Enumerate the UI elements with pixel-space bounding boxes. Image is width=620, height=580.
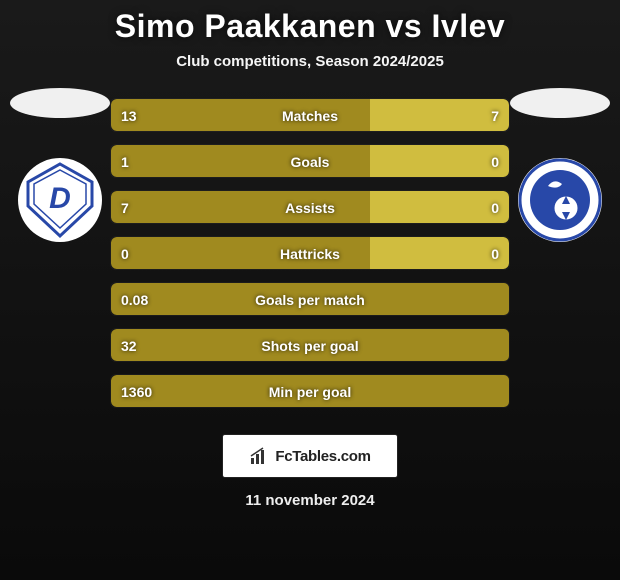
fakel-crest-icon: [518, 158, 602, 242]
stat-value-left: 1360: [121, 375, 152, 408]
stat-label: Min per goal: [111, 375, 509, 408]
stat-row: Assists7 0: [110, 190, 510, 224]
subtitle: Club competitions, Season 2024/2025: [0, 53, 620, 70]
stat-row: Hattricks0 0: [110, 236, 510, 270]
stat-value-right: 0: [491, 145, 499, 178]
stat-value-left: 32: [121, 329, 137, 362]
stat-row: Goals per match0.08: [110, 282, 510, 316]
stat-label: Shots per goal: [111, 329, 509, 362]
stat-value-left: 1: [121, 145, 129, 178]
stat-value-right: 0: [491, 237, 499, 270]
stat-value-left: 13: [121, 99, 137, 132]
stat-label: Matches: [111, 99, 509, 132]
stat-value-right: 7: [491, 99, 499, 132]
fctables-logo[interactable]: FcTables.com: [222, 434, 398, 478]
svg-text:D: D: [49, 182, 71, 215]
comparison-area: D Matches137Goals10Assists70Hattricks00G…: [0, 98, 620, 408]
stat-value-left: 0: [121, 237, 129, 270]
chart-icon: [249, 446, 269, 466]
dynamo-crest-icon: D: [18, 158, 102, 242]
stat-row: Shots per goal32: [110, 328, 510, 362]
stat-value-right: 0: [491, 191, 499, 224]
fctables-logo-text: FcTables.com: [275, 448, 370, 465]
stat-value-left: 7: [121, 191, 129, 224]
page-title: Simo Paakkanen vs Ivlev: [0, 0, 620, 45]
team-badge-right: [518, 158, 602, 242]
stat-label: Goals: [111, 145, 509, 178]
stat-label: Goals per match: [111, 283, 509, 316]
stat-row: Goals1 0: [110, 144, 510, 178]
stat-label: Hattricks: [111, 237, 509, 270]
stats-rows: Matches137Goals10Assists70Hattricks00Goa…: [110, 98, 510, 408]
player-photo-right: [510, 88, 610, 118]
stat-row: Min per goal1360: [110, 374, 510, 408]
stat-value-left: 0.08: [121, 283, 148, 316]
stat-label: Assists: [111, 191, 509, 224]
stat-row: Matches13 7: [110, 98, 510, 132]
date-label: 11 november 2024: [0, 492, 620, 509]
team-badge-left: D: [18, 158, 102, 242]
player-photo-left: [10, 88, 110, 118]
